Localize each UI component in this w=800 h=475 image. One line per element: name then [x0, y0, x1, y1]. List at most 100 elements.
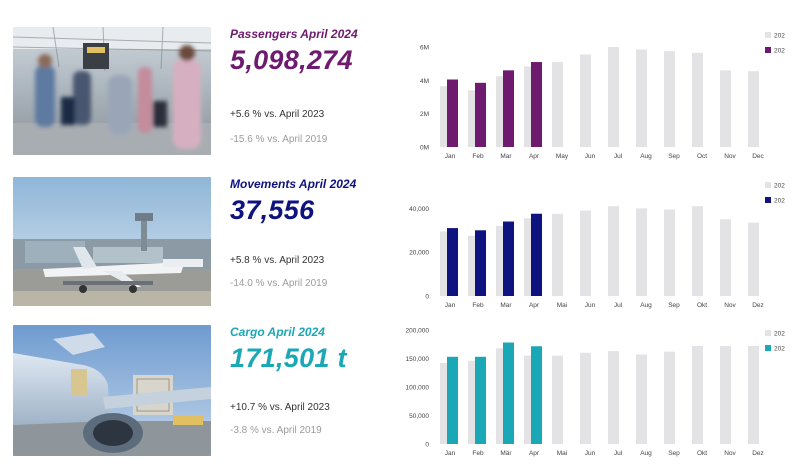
passengers-xtick-label: Oct [697, 153, 707, 160]
passengers-xtick-label: Dec [752, 153, 764, 160]
movements-xtick-label: Dez [752, 302, 764, 309]
cargo-bar-2023 [552, 355, 563, 444]
movements-panel: Movements April 2024 37,556 +5.8 % vs. A… [0, 177, 800, 327]
cargo-ytick-label: 0 [425, 442, 429, 449]
movements-chart: 0 20,000 40,000 Jan Feb Mar Apr Mai Jun Jul Aug Sep… [409, 182, 789, 309]
cargo-legend-label: 2024 [774, 346, 785, 353]
passengers-ytick-label: 0M [420, 145, 429, 152]
movements-bar-2023 [636, 208, 647, 296]
cargo-ytick-label: 50,000 [409, 413, 429, 420]
movements-chart-container: 0 20,000 40,000 Jan Feb Mar Apr Mai Jun Jul Aug Sep… [395, 177, 789, 317]
cargo-legend-label: 2023 [774, 331, 785, 338]
cargo-bar-2023 [524, 355, 535, 444]
cargo-xtick-label: Mär [500, 450, 512, 457]
cargo-xtick-label: Mai [557, 450, 567, 457]
cargo-bar-2024 [447, 356, 458, 444]
cargo-change-2019: -3.8 % vs. April 2019 [230, 425, 322, 436]
cargo-legend-swatch [765, 330, 771, 336]
passengers-bar-2024 [531, 62, 542, 148]
passengers-xtick-label: Mar [500, 153, 512, 160]
passengers-bar-2024 [447, 79, 458, 147]
cargo-bar-2023 [496, 348, 507, 444]
cargo-panel: Cargo April 2024 171,501 t +10.7 % vs. A… [0, 325, 800, 475]
movements-bar-2024 [503, 221, 514, 296]
passengers-bar-2024 [503, 70, 514, 147]
movements-ytick-label: 0 [425, 294, 429, 301]
cargo-bar-2024 [531, 346, 542, 444]
passengers-panel: Passengers April 2024 5,098,274 +5.6 % v… [0, 27, 800, 177]
movements-change-2019: -14.0 % vs. April 2019 [230, 278, 328, 289]
movements-xtick-label: Mai [557, 302, 567, 309]
movements-bar-2024 [447, 228, 458, 296]
cargo-bar-2023 [468, 360, 479, 444]
passengers-ytick-label: 4M [420, 78, 429, 85]
passengers-bar-2023 [748, 71, 759, 147]
cargo-bar-2024 [475, 356, 486, 444]
cargo-chart-container: 0 50,000 100,000 150,000 200,000 Jan Feb Mär Apr… [395, 325, 789, 465]
movements-xtick-label: Jul [614, 302, 623, 309]
movements-legend-swatch [765, 197, 771, 203]
passengers-legend-label: 2023 [774, 33, 785, 40]
movements-bar-2023 [552, 213, 563, 296]
cargo-bar-2023 [692, 345, 703, 444]
passengers-chart: 0M 2M 4M 6M Jan Feb Mar Apr May Jun Jul Aug Sep Oct No… [420, 32, 789, 160]
passengers-xtick-label: Feb [472, 153, 484, 160]
movements-xtick-label: Aug [640, 302, 652, 309]
movements-xtick-label: Sep [668, 302, 680, 309]
cargo-xtick-label: Jan [445, 450, 456, 457]
passengers-title: Passengers April 2024 [230, 27, 358, 41]
movements-bar-2023 [664, 209, 675, 296]
movements-bar-2023 [496, 225, 507, 296]
cargo-xtick-label: Sep [668, 450, 680, 457]
cargo-title: Cargo April 2024 [230, 325, 325, 339]
passengers-bar-2023 [664, 51, 675, 147]
passengers-bar-2023 [496, 76, 507, 147]
passengers-xtick-label: Nov [724, 153, 736, 160]
cargo-bar-2023 [664, 351, 675, 444]
cargo-bar-2023 [440, 363, 451, 444]
movements-legend-label: 2023 [774, 183, 785, 190]
cargo-ytick-label: 150,000 [406, 356, 430, 363]
cargo-legend-swatch [765, 345, 771, 351]
passengers-bar-2024 [475, 82, 486, 147]
passengers-value: 5,098,274 [230, 45, 353, 75]
passengers-ytick-label: 2M [420, 111, 429, 118]
passengers-bar-2023 [636, 49, 647, 147]
movements-legend-label: 2024 [774, 198, 785, 205]
cargo-value: 171,501 t [230, 343, 347, 373]
passengers-bar-2023 [440, 86, 451, 147]
movements-xtick-label: Nov [724, 302, 736, 309]
cargo-xtick-label: Dez [752, 450, 764, 457]
movements-xtick-label: Apr [529, 302, 540, 309]
passengers-bar-2023 [720, 70, 731, 147]
passengers-xtick-label: Sep [668, 153, 680, 160]
cargo-bar-2024 [503, 342, 514, 444]
passengers-xtick-label: Aug [640, 153, 652, 160]
passengers-ytick-label: 6M [420, 45, 429, 52]
movements-bar-2023 [692, 206, 703, 296]
cargo-xtick-label: Jul [614, 450, 623, 457]
movements-xtick-label: Okt [697, 302, 707, 309]
passengers-xtick-label: Jan [445, 153, 456, 160]
cargo-xtick-label: Nov [724, 450, 736, 457]
movements-bar-2023 [468, 235, 479, 296]
passengers-chart-container: 0M 2M 4M 6M Jan Feb Mar Apr May Jun Jul Aug Sep Oct No… [395, 27, 789, 167]
airport-apron-photo [13, 177, 211, 306]
cargo-loading-photo [13, 325, 211, 456]
cargo-chart: 0 50,000 100,000 150,000 200,000 Jan Feb Mär Apr… [406, 328, 789, 458]
terminal-passengers-photo [13, 27, 211, 155]
movements-xtick-label: Jan [445, 302, 456, 309]
movements-ytick-label: 20,000 [409, 250, 429, 257]
cargo-change-2023: +10.7 % vs. April 2023 [230, 402, 330, 413]
passengers-bar-2023 [552, 62, 563, 147]
movements-xtick-label: Jun [585, 302, 596, 309]
passengers-bar-2023 [524, 66, 535, 147]
cargo-bar-2023 [748, 345, 759, 444]
cargo-xtick-label: Jun [585, 450, 596, 457]
cargo-bar-2023 [720, 345, 731, 444]
cargo-bar-2023 [580, 352, 591, 444]
passengers-xtick-label: Apr [529, 153, 540, 160]
movements-bar-2023 [748, 222, 759, 296]
cargo-xtick-label: Okt [697, 450, 707, 457]
movements-bar-2023 [580, 210, 591, 296]
